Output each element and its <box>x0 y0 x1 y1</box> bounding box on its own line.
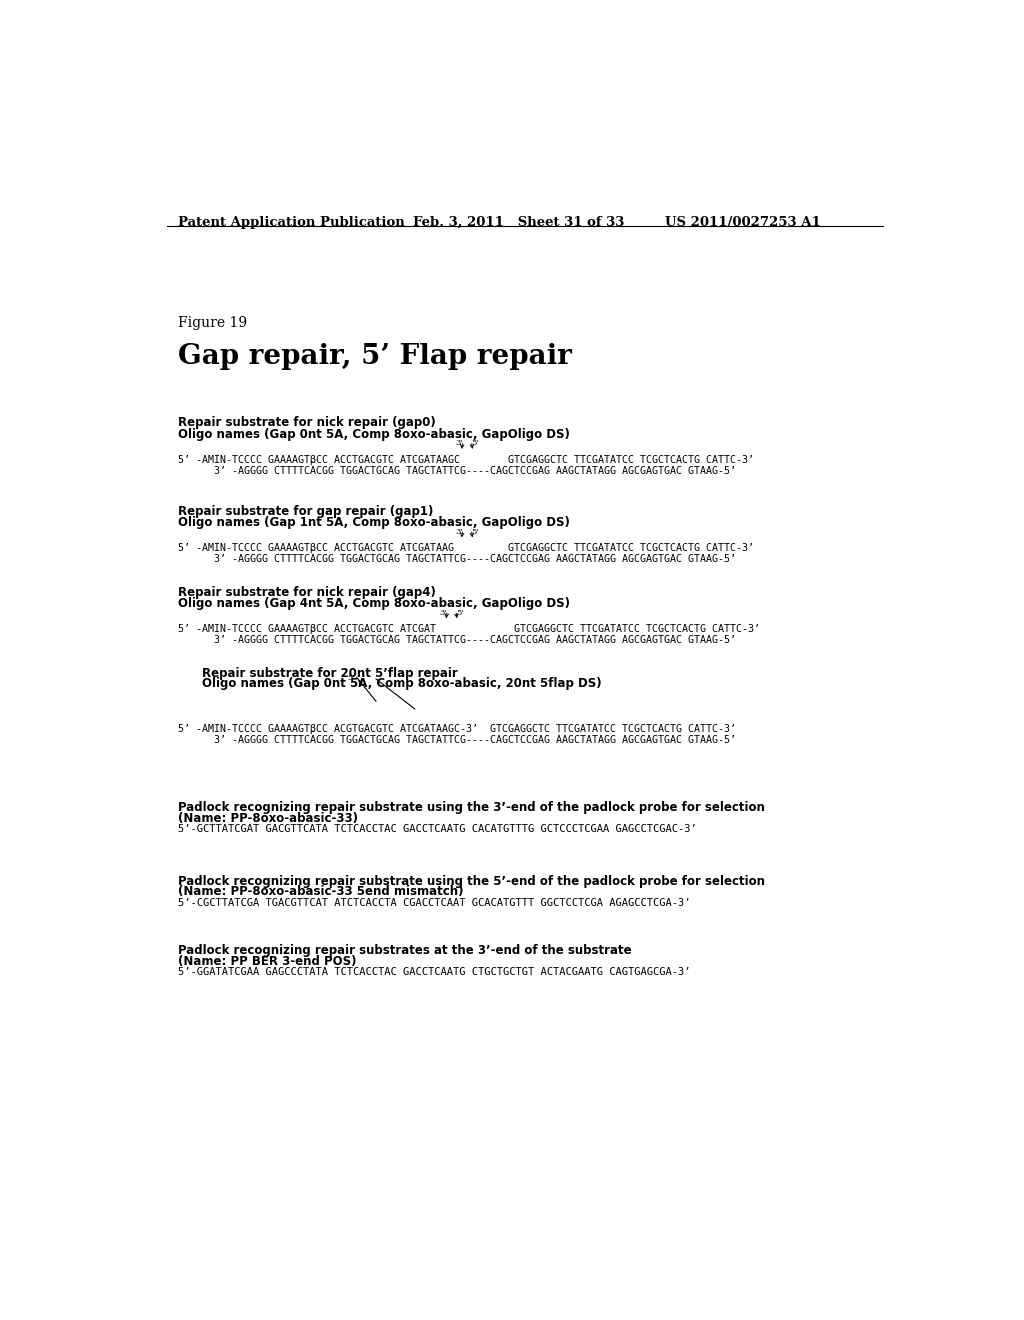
Text: 5’ -AMIN-TCCCC GAAAAGTβCC ACCTGACGTC ATCGATAAGC        GTCGAGGCTC TTCGATATCC TCG: 5’ -AMIN-TCCCC GAAAAGTβCC ACCTGACGTC ATC… <box>178 455 755 465</box>
Text: 3': 3' <box>455 440 463 447</box>
Text: Repair substrate for gap repair (gap1): Repair substrate for gap repair (gap1) <box>178 506 434 517</box>
Text: Figure 19: Figure 19 <box>178 317 248 330</box>
Text: US 2011/0027253 A1: US 2011/0027253 A1 <box>665 216 821 230</box>
Text: 3’ -AGGGG CTTTTCACGG TGGACTGCAG TAGCTATTCG----CAGCTCCGAG AAGCTATAGG AGCGAGTGAC G: 3’ -AGGGG CTTTTCACGG TGGACTGCAG TAGCTATT… <box>178 466 736 475</box>
Text: Oligo names (Gap 0nt 5A, Comp 8oxo-abasic, 20nt 5flap DS): Oligo names (Gap 0nt 5A, Comp 8oxo-abasi… <box>202 677 601 690</box>
Text: 5': 5' <box>471 528 479 536</box>
Text: 3': 3' <box>439 609 447 616</box>
Text: 5’ -AMIN-TCCCC GAAAAGTβCC ACCTGACGTC ATCGAT             GTCGAGGCTC TTCGATATCC TC: 5’ -AMIN-TCCCC GAAAAGTβCC ACCTGACGTC ATC… <box>178 624 761 634</box>
Text: (Name: PP BER 3-end POS): (Name: PP BER 3-end POS) <box>178 954 357 968</box>
Text: 3': 3' <box>455 528 463 536</box>
Text: Padlock recognizing repair substrates at the 3’-end of the substrate: Padlock recognizing repair substrates at… <box>178 944 632 957</box>
Text: Oligo names (Gap 1nt 5A, Comp 8oxo-abasic, GapOligo DS): Oligo names (Gap 1nt 5A, Comp 8oxo-abasi… <box>178 516 570 529</box>
Text: Repair substrate for 20nt 5’flap repair: Repair substrate for 20nt 5’flap repair <box>202 667 458 680</box>
Text: 5’ -AMIN-TCCCC GAAAAGTβCC ACGTGACGTC ATCGATAAGC-3’  GTCGAGGCTC TTCGATATCC TCGCTC: 5’ -AMIN-TCCCC GAAAAGTβCC ACGTGACGTC ATC… <box>178 725 736 734</box>
Text: 5': 5' <box>347 675 355 682</box>
Text: 3’ -AGGGG CTTTTCACGG TGGACTGCAG TAGCTATTCG----CAGCTCCGAG AAGCTATAGG AGCGAGTGAC G: 3’ -AGGGG CTTTTCACGG TGGACTGCAG TAGCTATT… <box>178 554 736 564</box>
Text: (Name: PP-8oxo-abasic-33): (Name: PP-8oxo-abasic-33) <box>178 812 358 825</box>
Text: Patent Application Publication: Patent Application Publication <box>178 216 406 230</box>
Text: 3’ -AGGGG CTTTTCACGG TGGACTGCAG TAGCTATTCG----CAGCTCCGAG AAGCTATAGG AGCGAGTGAC G: 3’ -AGGGG CTTTTCACGG TGGACTGCAG TAGCTATT… <box>178 635 736 645</box>
Text: 5’-CGCTTATCGA TGACGTTCAT ATCTCACCTA CGACCTCAAT GCACATGTTT GGCTCCTCGA AGAGCCTCGA-: 5’-CGCTTATCGA TGACGTTCAT ATCTCACCTA CGAC… <box>178 898 691 908</box>
Text: Oligo names (Gap 0nt 5A, Comp 8oxo-abasic, GapOligo DS): Oligo names (Gap 0nt 5A, Comp 8oxo-abasi… <box>178 428 570 441</box>
Text: (Name: PP-8oxo-abasic-33 5end mismatch): (Name: PP-8oxo-abasic-33 5end mismatch) <box>178 886 464 899</box>
Text: Repair substrate for nick repair (gap4): Repair substrate for nick repair (gap4) <box>178 586 436 599</box>
Text: 3’ -AGGGG CTTTTCACGG TGGACTGCAG TAGCTATTCG----CAGCTCCGAG AAGCTATAGG AGCGAGTGAC G: 3’ -AGGGG CTTTTCACGG TGGACTGCAG TAGCTATT… <box>178 735 736 744</box>
Text: 5’-GCTTATCGAT GACGTTCATA TCTCACCTAC GACCTCAATG CACATGTTTG GCTCCCTCGAA GAGCCTCGAC: 5’-GCTTATCGAT GACGTTCATA TCTCACCTAC GACC… <box>178 825 697 834</box>
Text: 5’-GGATATCGAA GAGCCCTATА TCTCACCTAC GACCTCAATG CTGCTGCTGT ACTACGAATG CAGTGAGCGA-: 5’-GGATATCGAA GAGCCCTATА TCTCACCTAC GACC… <box>178 966 691 977</box>
Text: Padlock recognizing repair substrate using the 5’-end of the padlock probe for s: Padlock recognizing repair substrate usi… <box>178 875 765 887</box>
Text: 5’ -AMIN-TCCCC GAAAAGTβCC ACCTGACGTC ATCGATAAG         GTCGAGGCTC TTCGATATCC TCG: 5’ -AMIN-TCCCC GAAAAGTβCC ACCTGACGTC ATC… <box>178 544 755 553</box>
Text: Oligo names (Gap 4nt 5A, Comp 8oxo-abasic, GapOligo DS): Oligo names (Gap 4nt 5A, Comp 8oxo-abasi… <box>178 598 570 610</box>
Text: 5': 5' <box>456 609 464 616</box>
Text: 5': 5' <box>471 440 479 447</box>
Text: Feb. 3, 2011   Sheet 31 of 33: Feb. 3, 2011 Sheet 31 of 33 <box>414 216 625 230</box>
Text: Repair substrate for nick repair (gap0): Repair substrate for nick repair (gap0) <box>178 416 436 429</box>
Text: Gap repair, 5’ Flap repair: Gap repair, 5’ Flap repair <box>178 343 572 370</box>
Text: Padlock recognizing repair substrate using the 3’-end of the padlock probe for s: Padlock recognizing repair substrate usi… <box>178 801 765 814</box>
